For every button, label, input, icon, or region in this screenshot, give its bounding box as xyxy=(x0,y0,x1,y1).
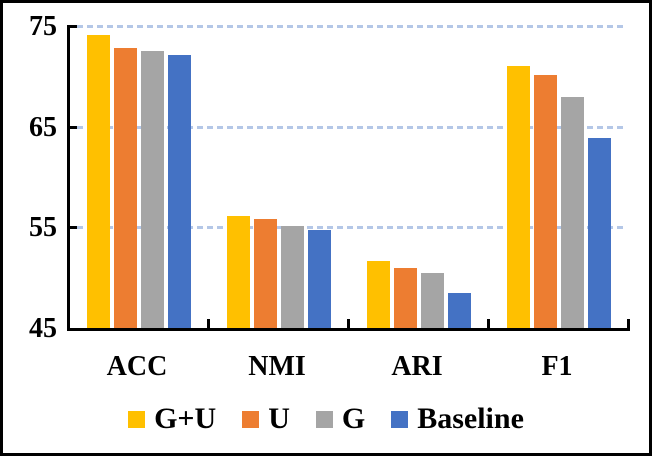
legend-swatch-icon xyxy=(128,410,146,428)
gridline xyxy=(67,226,627,230)
y-axis-tick xyxy=(67,25,77,28)
category-label: ARI xyxy=(391,351,443,382)
legend-label: G xyxy=(341,402,366,435)
bar-F1-G+U xyxy=(507,66,530,328)
gridline xyxy=(67,25,627,28)
x-axis-tick xyxy=(627,319,630,328)
y-tick-label: 45 xyxy=(29,313,57,344)
legend-swatch-icon xyxy=(391,410,409,428)
bar-F1-G xyxy=(561,97,584,328)
category-label: F1 xyxy=(541,351,573,382)
gridline xyxy=(67,125,627,129)
category-label: NMI xyxy=(248,351,306,382)
bar-ARI-U xyxy=(394,267,417,328)
y-tick-label: 65 xyxy=(29,111,57,143)
x-axis xyxy=(67,328,630,331)
y-tick-label: 55 xyxy=(29,212,57,244)
bar-ARI-G+U xyxy=(367,260,390,328)
bar-ACC-Baseline xyxy=(168,55,191,328)
category-label: ACC xyxy=(106,351,168,382)
bar-ACC-U xyxy=(114,48,137,328)
legend-label: U xyxy=(268,402,290,435)
bar-ARI-Baseline xyxy=(448,292,471,328)
bar-F1-Baseline xyxy=(588,137,611,328)
legend-swatch-icon xyxy=(242,410,260,428)
x-axis-tick xyxy=(487,319,490,328)
bar-NMI-Baseline xyxy=(308,230,331,328)
bar-F1-U xyxy=(534,75,557,328)
bar-NMI-U xyxy=(254,219,277,328)
legend-item-U: U xyxy=(242,404,290,434)
y-tick-label: 75 xyxy=(29,11,57,42)
legend-item-G+U: G+U xyxy=(128,404,216,434)
legend-item-Baseline: Baseline xyxy=(391,404,524,434)
x-axis-tick xyxy=(207,319,210,328)
legend-label: Baseline xyxy=(417,402,524,435)
bar-NMI-G+U xyxy=(227,216,250,328)
y-axis xyxy=(67,26,70,331)
legend-swatch-icon xyxy=(315,410,333,428)
legend-item-G: G xyxy=(315,402,366,435)
y-axis-tick xyxy=(67,125,77,129)
legend: G+U U G Baseline xyxy=(3,404,649,434)
bar-NMI-G xyxy=(281,226,304,328)
y-axis-tick xyxy=(67,226,77,230)
legend-label: G+U xyxy=(154,402,217,435)
bar-ACC-G xyxy=(141,51,164,328)
x-axis-tick xyxy=(347,319,350,328)
bar-ARI-G xyxy=(421,272,444,328)
bar-ACC-G+U xyxy=(87,35,110,328)
